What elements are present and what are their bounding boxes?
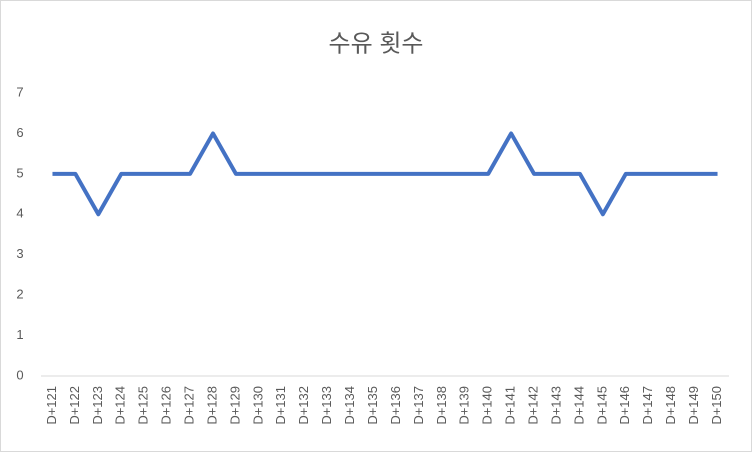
x-tick-label: D+124 bbox=[113, 386, 128, 425]
x-tick-label: D+145 bbox=[594, 386, 609, 425]
x-tick-label: D+138 bbox=[434, 386, 449, 425]
x-tick-label: D+135 bbox=[365, 386, 380, 425]
x-tick-label: D+130 bbox=[250, 386, 265, 425]
x-tick-label: D+127 bbox=[182, 386, 197, 425]
y-tick-label: 5 bbox=[16, 165, 23, 180]
x-tick-label: D+140 bbox=[480, 386, 495, 425]
y-tick-label: 6 bbox=[16, 125, 23, 140]
x-tick-label: D+123 bbox=[90, 386, 105, 425]
x-tick-label: D+126 bbox=[159, 386, 174, 425]
x-tick-label: D+121 bbox=[44, 386, 59, 425]
x-tick-label: D+132 bbox=[296, 386, 311, 425]
x-tick-label: D+141 bbox=[503, 386, 518, 425]
y-tick-label: 0 bbox=[16, 367, 23, 382]
x-tick-label: D+137 bbox=[411, 386, 426, 425]
x-tick-label: D+134 bbox=[342, 386, 357, 425]
x-tick-label: D+122 bbox=[67, 386, 82, 425]
y-tick-label: 2 bbox=[16, 287, 23, 302]
x-tick-label: D+147 bbox=[640, 386, 655, 425]
x-tick-label: D+150 bbox=[709, 386, 724, 425]
x-tick-label: D+131 bbox=[273, 386, 288, 425]
y-tick-label: 7 bbox=[16, 84, 23, 99]
x-tick-label: D+136 bbox=[388, 386, 403, 425]
x-tick-label: D+142 bbox=[526, 386, 541, 425]
y-tick-label: 1 bbox=[16, 327, 23, 342]
x-tick-label: D+128 bbox=[204, 386, 219, 425]
y-tick-label: 3 bbox=[16, 246, 23, 261]
x-tick-label: D+125 bbox=[136, 386, 151, 425]
x-tick-label: D+149 bbox=[686, 386, 701, 425]
x-tick-label: D+148 bbox=[663, 386, 678, 425]
chart-title: 수유 횟수 bbox=[329, 30, 424, 57]
x-tick-label: D+133 bbox=[319, 386, 334, 425]
data-line bbox=[52, 131, 718, 217]
x-tick-label: D+146 bbox=[617, 386, 632, 425]
x-tick-label: D+143 bbox=[548, 386, 563, 425]
x-tick-label: D+139 bbox=[457, 386, 472, 425]
x-tick-label: D+144 bbox=[571, 386, 586, 425]
x-tick-label: D+129 bbox=[227, 386, 242, 425]
y-tick-label: 4 bbox=[16, 206, 23, 221]
